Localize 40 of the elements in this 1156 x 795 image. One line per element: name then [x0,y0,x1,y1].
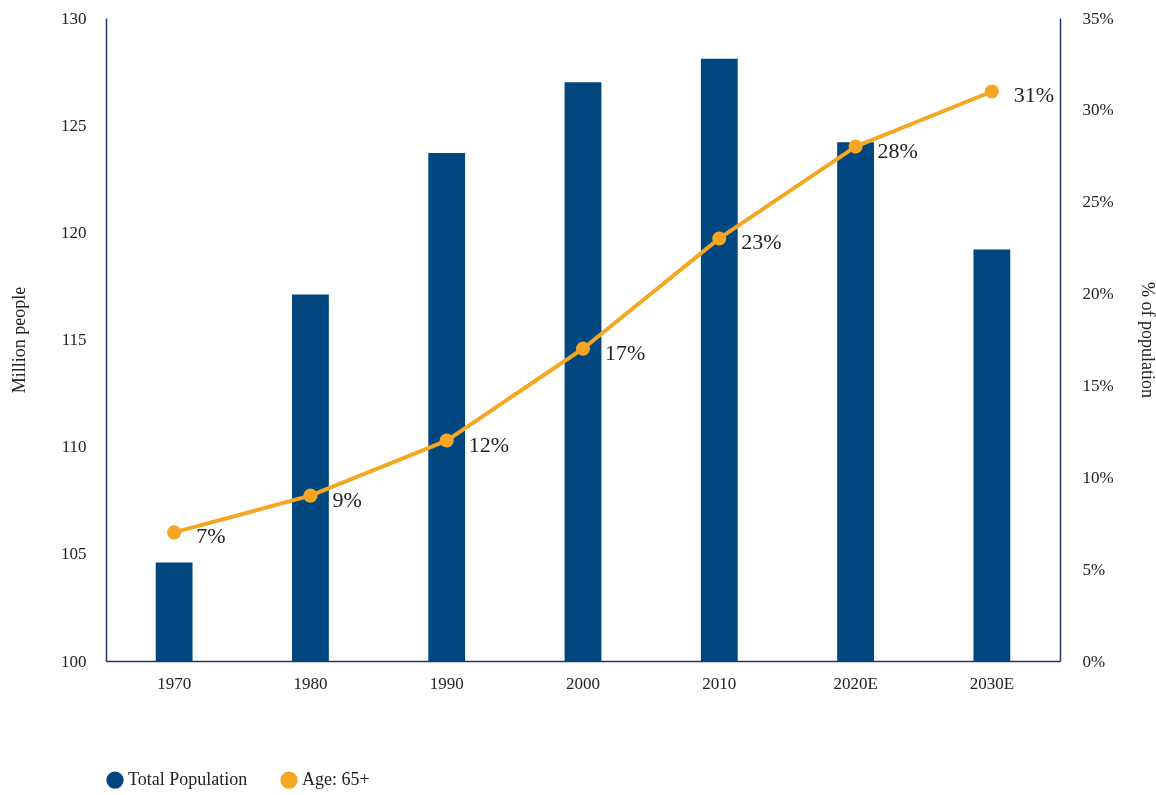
y-tick-label: 125 [61,115,87,135]
y2-tick-label: 0% [1082,651,1106,671]
x-tick-label: 2030E [969,673,1015,693]
y-tick-label: 110 [61,437,87,457]
point [712,231,727,246]
data-label: 23% [741,229,782,255]
x-tick-label: 2000 [566,673,600,693]
y-tick-label: 130 [61,8,87,28]
y2-tick-label: 35% [1082,8,1114,28]
y2-axis-title: % of population [1137,282,1156,398]
y2-tick-label: 10% [1082,467,1114,487]
y2-tick-label: 30% [1082,100,1114,120]
x-tick-label: 1980 [293,673,328,693]
y-tick-label: 100 [61,651,87,671]
point [575,341,591,356]
point [984,84,999,99]
y-tick-label: 105 [61,544,87,564]
point [167,525,182,540]
data-label: 9% [332,486,362,512]
y2-tick-label: 5% [1082,559,1106,579]
data-label: 28% [877,137,918,163]
y2-tick-label: 20% [1082,284,1114,304]
point [848,139,863,154]
data-label: 31% [1013,82,1055,108]
data-label: 7% [196,523,226,549]
y2-tick-label: 15% [1082,375,1114,395]
x-tick-label: 2020E [833,673,878,693]
data-label: 17% [605,339,646,365]
point [303,488,318,503]
x-tick-label: 1990 [429,673,464,693]
y-tick-label: 115 [61,330,87,349]
legend-label: Total Population [128,769,248,790]
y-tick-label: 120 [61,222,87,242]
legend-label: Age: 65+ [302,769,370,790]
y2-tick-label: 25% [1082,192,1114,212]
x-tick-label: 2010 [702,673,737,693]
point [439,433,454,448]
y-axis-title: Million people [9,286,29,394]
data-label: 12% [468,431,510,457]
x-tick-label: 1970 [157,673,192,693]
